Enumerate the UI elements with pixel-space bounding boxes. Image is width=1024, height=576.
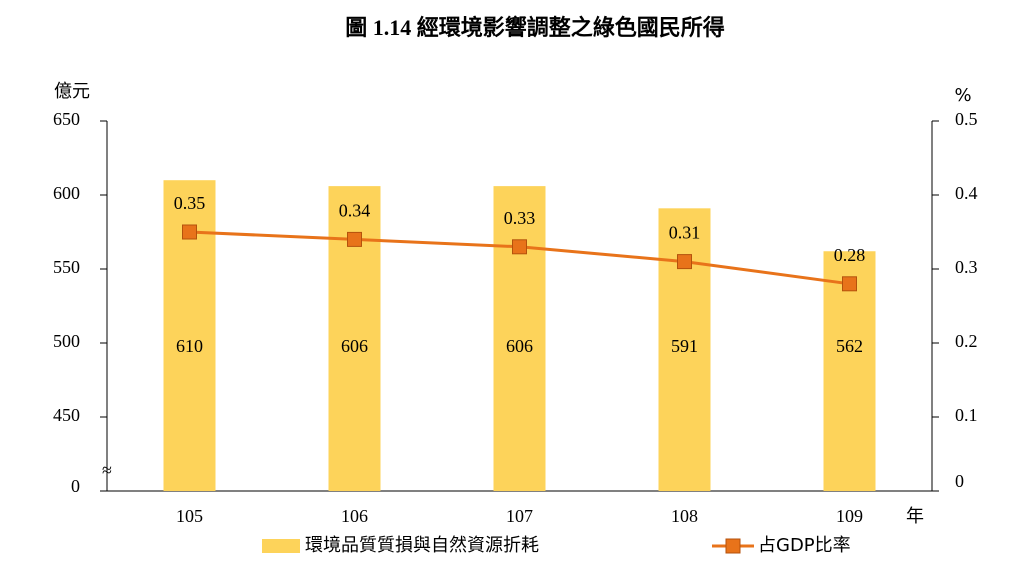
legend-label: 占GDP比率	[758, 535, 851, 556]
y-tick-label: 500	[53, 331, 80, 351]
bar-value-label: 610	[176, 336, 203, 356]
y2-tick-label: 0.3	[955, 257, 978, 277]
line-marker	[842, 276, 857, 292]
x-tick-label: 107	[506, 506, 533, 526]
x-tick-label: 105	[176, 506, 203, 526]
x-axis-unit: 年	[906, 506, 924, 527]
y2-tick-label: 0.4	[955, 183, 978, 203]
x-tick-label: 108	[671, 506, 698, 526]
y2-tick-label: 0.2	[955, 331, 978, 351]
bar-value-label: 606	[506, 336, 533, 356]
line-value-label: 0.31	[669, 223, 701, 243]
bar-value-label: 591	[671, 336, 698, 356]
x-tick-label: 109	[836, 506, 863, 526]
line-marker	[677, 254, 692, 270]
chart-title: 圖 1.14 經環境影響調整之綠色國民所得	[345, 15, 725, 40]
y-tick-label: 650	[53, 109, 80, 129]
y-tick-label: 450	[53, 405, 80, 425]
legend-marker	[725, 538, 741, 554]
y-tick-label: 600	[53, 183, 80, 203]
line-marker	[512, 239, 527, 255]
line-marker	[182, 224, 197, 240]
y2-tick-label: 0	[955, 471, 964, 491]
y-tick-label: 550	[53, 257, 80, 277]
legend-swatch	[262, 539, 300, 553]
line-value-label: 0.33	[504, 208, 536, 228]
y2-tick-label: 0.5	[955, 109, 978, 129]
line-marker	[347, 231, 362, 247]
bar-value-label: 562	[836, 336, 863, 356]
y-axis-label: 億元	[54, 81, 90, 102]
y-tick-label: 0	[71, 476, 80, 496]
line-value-label: 0.34	[339, 201, 371, 221]
axis-break: ≈	[102, 460, 112, 480]
line-value-label: 0.35	[174, 193, 206, 213]
bar-value-label: 606	[341, 336, 368, 356]
bar	[493, 186, 546, 491]
y2-axis-label: %	[954, 85, 971, 106]
line-value-label: 0.28	[834, 245, 866, 265]
y2-tick-label: 0.1	[955, 405, 978, 425]
x-tick-label: 106	[341, 506, 368, 526]
legend-label: 環境品質質損與自然資源折耗	[305, 535, 539, 556]
